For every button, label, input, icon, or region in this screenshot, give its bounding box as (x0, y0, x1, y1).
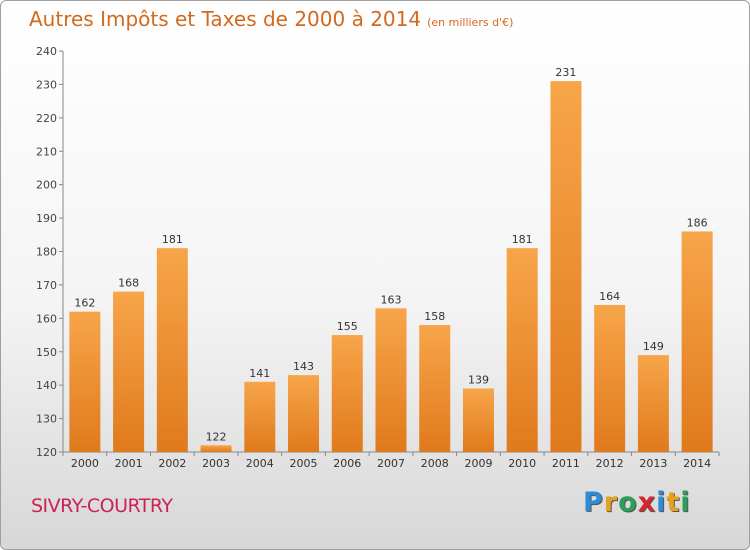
logo-letter: t (666, 487, 681, 518)
bar-2001 (113, 291, 145, 452)
x-tick-label-2010: 2010 (508, 457, 536, 470)
data-label-2003: 122 (206, 430, 227, 443)
x-tick-label-2009: 2009 (464, 457, 492, 470)
data-label-2011: 231 (555, 66, 576, 79)
logo-letter: r (603, 487, 619, 518)
data-label-2014: 186 (687, 216, 708, 229)
y-tick-label: 220 (36, 112, 57, 125)
bar-2008 (419, 325, 451, 452)
title-text: Autres Impôts et Taxes de 2000 à 2014 (29, 7, 422, 31)
bar-2004 (244, 381, 276, 452)
data-label-2000: 162 (74, 297, 95, 310)
x-tick-label-2007: 2007 (377, 457, 405, 470)
y-tick-label: 190 (36, 212, 57, 225)
y-tick-label: 200 (36, 179, 57, 192)
data-label-2005: 143 (293, 360, 314, 373)
data-label-2010: 181 (512, 233, 533, 246)
x-tick-label-2000: 2000 (71, 457, 99, 470)
y-tick-label: 120 (36, 446, 57, 459)
bar-2006 (331, 335, 363, 452)
y-tick-label: 180 (36, 246, 57, 259)
y-tick-label: 150 (36, 346, 57, 359)
y-tick-label: 130 (36, 413, 57, 426)
subtitle-text: (en milliers d'€) (427, 16, 514, 29)
y-tick-label: 240 (36, 45, 57, 58)
bar-2011 (550, 81, 582, 452)
bar-2009 (462, 388, 494, 452)
bar-2007 (375, 308, 407, 452)
x-tick-label-2003: 2003 (202, 457, 230, 470)
y-tick-label: 160 (36, 312, 57, 325)
proxiti-logo: Proxiti (583, 487, 691, 518)
x-tick-label-2014: 2014 (683, 457, 711, 470)
bar-2012 (594, 304, 626, 452)
y-tick-label: 140 (36, 379, 57, 392)
data-label-2012: 164 (599, 290, 620, 303)
x-tick-label-2011: 2011 (552, 457, 580, 470)
y-tick-label: 230 (36, 78, 57, 91)
logo-letter: o (618, 487, 638, 518)
data-label-2001: 168 (118, 277, 139, 290)
x-tick-label-2006: 2006 (333, 457, 361, 470)
x-tick-label-2012: 2012 (596, 457, 624, 470)
bar-2005 (288, 375, 320, 452)
x-tick-label-2002: 2002 (158, 457, 186, 470)
chart-title: Autres Impôts et Taxes de 2000 à 2014 (en… (29, 7, 513, 31)
logo-letter: x (637, 487, 657, 518)
bar-2002 (156, 248, 188, 452)
bar-2010 (506, 248, 538, 452)
x-tick-label-2008: 2008 (421, 457, 449, 470)
y-tick-label: 170 (36, 279, 57, 292)
bar-2000 (69, 311, 101, 452)
bar-2003 (200, 445, 232, 452)
data-label-2008: 158 (424, 310, 445, 323)
data-label-2006: 155 (337, 320, 358, 333)
data-label-2013: 149 (643, 340, 664, 353)
logo-letter: P (583, 487, 604, 518)
location-label: SIVRY-COURTRY (31, 495, 173, 517)
x-tick-label-2005: 2005 (290, 457, 318, 470)
data-label-2002: 181 (162, 233, 183, 246)
y-tick-label: 210 (36, 145, 57, 158)
x-tick-label-2001: 2001 (115, 457, 143, 470)
data-label-2009: 139 (468, 374, 489, 387)
bar-2014 (681, 231, 713, 452)
bar-2013 (637, 355, 669, 452)
x-tick-label-2013: 2013 (639, 457, 667, 470)
data-label-2007: 163 (381, 293, 402, 306)
data-label-2004: 141 (249, 367, 270, 380)
logo-letter: i (680, 487, 691, 518)
x-tick-label-2004: 2004 (246, 457, 274, 470)
logo-letter: i (656, 487, 667, 518)
